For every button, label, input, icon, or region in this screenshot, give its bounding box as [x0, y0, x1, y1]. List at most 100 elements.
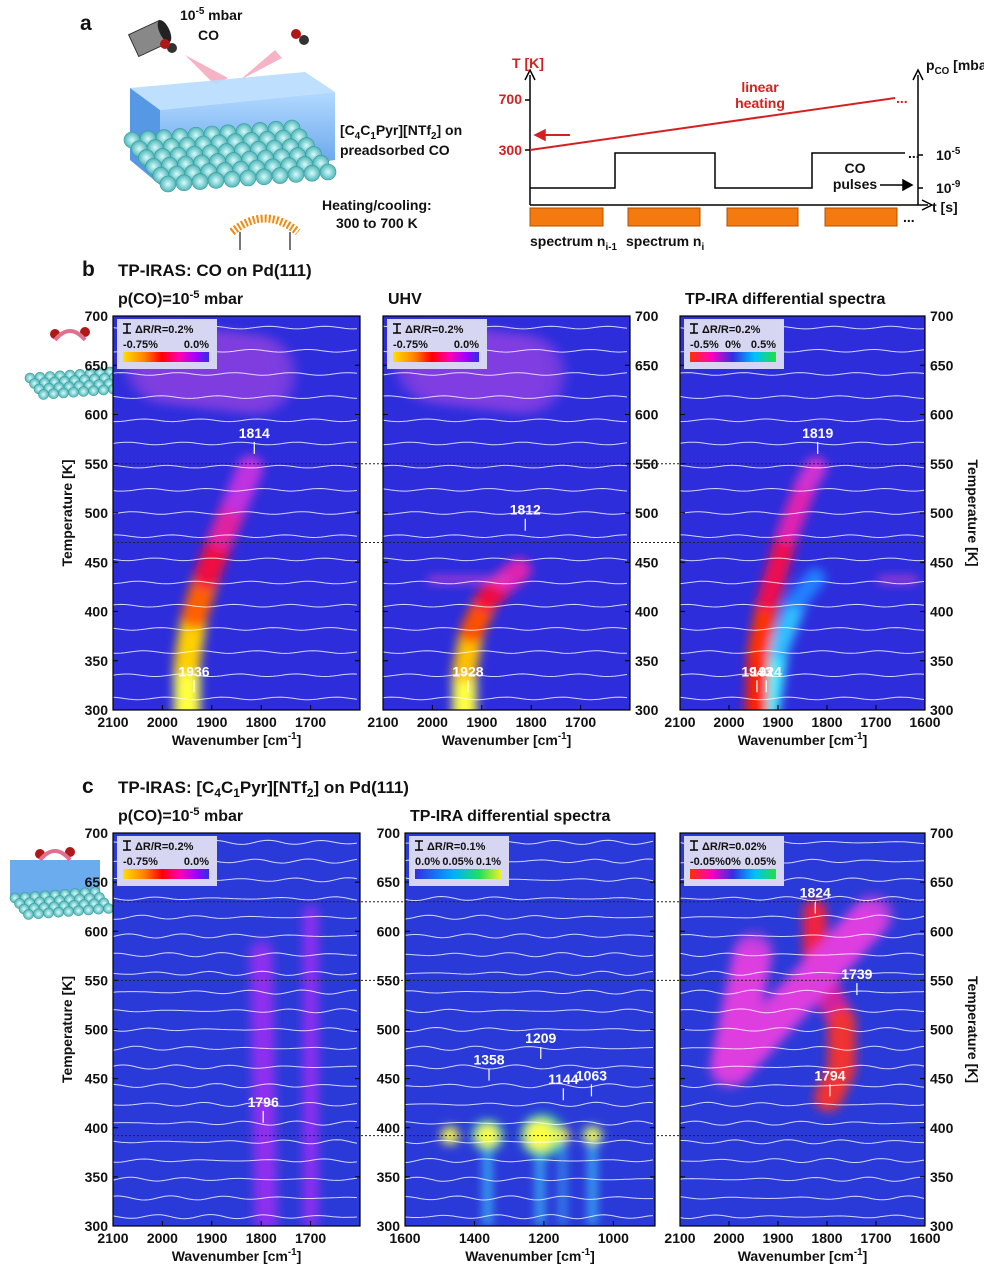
heating-range: 300 to 700 K [336, 215, 418, 231]
atom [63, 906, 74, 917]
icon [9, 847, 114, 920]
y-tick-label: 650 [635, 357, 659, 373]
y-tick-label: 400 [930, 1120, 954, 1136]
y-tick-label: 700 [85, 825, 109, 841]
legend-tick: 0% [725, 856, 741, 868]
y-tick-label: 700 [85, 308, 109, 324]
x-tick-label: 2100 [367, 714, 398, 730]
y-tick-label: 400 [635, 604, 659, 620]
atom [78, 386, 89, 397]
x-tick-label: 1700 [565, 714, 596, 730]
text-segment: Wavenumber [cm [738, 1248, 854, 1264]
y-tick-label: 650 [930, 357, 954, 373]
intensity [560, 1200, 565, 1205]
atom [53, 906, 64, 918]
peak-label: 1209 [525, 1030, 556, 1046]
spectrum-trace [680, 372, 925, 376]
spectrum-trace [680, 673, 925, 678]
text-segment: Wavenumber [cm [465, 1248, 581, 1264]
spectrum-trace [680, 1045, 925, 1051]
heatmap-features [249, 903, 319, 1226]
y-tick-label: 500 [85, 505, 109, 521]
plot-subtitle: p(CO)=10-5 mbar [118, 806, 243, 825]
spectrum-trace [680, 1083, 925, 1089]
text-segment: 4 [355, 131, 361, 142]
legend: ΔR/R=0.2% -0.75% 0.0% [117, 319, 217, 369]
spectrum-trace [113, 372, 358, 376]
spectrum-trace [113, 1158, 358, 1163]
spectrum-trace [113, 1195, 358, 1201]
spectrum-trace [680, 464, 925, 469]
y-axis-label: Temperature [K] [59, 459, 75, 566]
tick-label: 700 [499, 91, 523, 107]
text-segment: UHV [388, 291, 422, 308]
legend-scale: ΔR/R=0.2% [135, 841, 194, 853]
intensity [525, 1120, 555, 1151]
spectrum-trace [383, 487, 628, 492]
text-segment: i [701, 242, 704, 253]
spectrum-trace [405, 1176, 654, 1182]
intensity [560, 1185, 565, 1190]
legend-tick: 0% [725, 339, 741, 351]
atom [33, 908, 44, 920]
intensity [507, 557, 532, 582]
intensity [805, 568, 826, 589]
spectrum-trace [113, 1045, 358, 1051]
y-tick-label: 350 [377, 1169, 401, 1185]
spectrum-trace [680, 395, 925, 399]
legend-tick: 0.0% [184, 339, 209, 351]
plot-subtitle: p(CO)=10-5 mbar [118, 289, 243, 308]
x-tick-label: 1900 [196, 714, 227, 730]
y-tick-label: 650 [930, 874, 954, 890]
spectrum-trace [680, 1195, 925, 1201]
y-tick-label: 600 [85, 923, 109, 939]
peak-label: 1814 [239, 425, 270, 441]
intensity [560, 1153, 565, 1158]
spectrum-trace [113, 673, 358, 678]
x-axis-label: Wavenumber [cm-1] [172, 1247, 302, 1264]
intensity [560, 1170, 565, 1175]
text-segment: TP-IRA differential spectra [685, 291, 885, 308]
y-tick-label: 300 [635, 702, 659, 718]
spectrum-trace [383, 557, 628, 562]
spectrum-trace [680, 511, 925, 515]
x-axis-label: Wavenumber [cm-1] [172, 731, 302, 748]
text-segment: -1 [288, 731, 297, 742]
y-tick-label: 350 [930, 1169, 954, 1185]
atom [68, 386, 79, 398]
legend-tick: 0.1% [476, 856, 501, 868]
text-segment: Wavenumber [cm [172, 732, 288, 748]
y-tick-label: 550 [85, 456, 109, 472]
scale-bar [415, 840, 423, 851]
tick-label: 10-9 [936, 179, 961, 196]
text-segment: [C [340, 122, 355, 138]
legend-scale: ΔR/R=0.2% [702, 324, 761, 336]
text-segment: -5 [190, 289, 200, 301]
spectrum-trace [383, 534, 627, 539]
section-title: TP-IRAS: [C4C1Pyr][NTf2] on Pd(111) [118, 778, 409, 800]
spectrum-trace [405, 914, 654, 920]
text-segment: Wavenumber [cm [738, 732, 854, 748]
legend-tick: -0.5% [690, 339, 719, 351]
peak-label: 1943 [741, 663, 772, 679]
atom [38, 389, 49, 400]
y-tick-label: 550 [377, 972, 401, 988]
spectrum-trace [383, 603, 628, 608]
spectrum-trace [680, 933, 925, 939]
y-tick-label: 600 [377, 923, 401, 939]
text-segment: 1 [233, 786, 240, 800]
heatmap-features [709, 893, 894, 1112]
intensity [853, 893, 894, 934]
x-tick-label: 2000 [417, 714, 448, 730]
peak-label: 1144 [548, 1071, 579, 1087]
y-tick-label: 600 [635, 407, 659, 423]
text-segment: 10 [936, 147, 952, 163]
atom [255, 168, 273, 186]
intensity [560, 1206, 565, 1211]
text-segment: TP-IRAS: [C [118, 778, 214, 797]
text-segment: -9 [952, 179, 961, 190]
y-tick-label: 650 [85, 874, 109, 890]
peak-label: 1794 [814, 1067, 845, 1083]
y-tick-label: 350 [635, 653, 659, 669]
atom [83, 904, 94, 916]
